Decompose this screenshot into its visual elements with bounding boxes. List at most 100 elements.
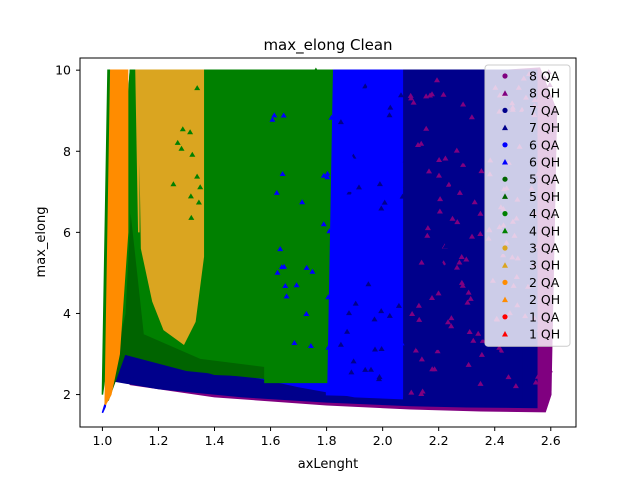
scatter-point <box>434 77 440 83</box>
scatter-point <box>372 346 378 352</box>
scatter-point <box>243 157 250 163</box>
scatter-point <box>495 350 502 356</box>
scatter-point <box>478 168 485 174</box>
legend-label: 2 QA <box>529 275 560 290</box>
scatter-point <box>337 119 344 125</box>
scatter-point <box>524 365 531 371</box>
scatter-point <box>453 310 460 316</box>
scatter-point <box>471 199 478 205</box>
scatter-point <box>398 92 404 98</box>
scatter-point <box>325 294 332 300</box>
scatter-point <box>434 344 441 350</box>
scatter-point <box>439 262 446 268</box>
scatter-point <box>197 184 204 190</box>
scatter-point <box>236 208 243 214</box>
scatter-point <box>475 330 482 336</box>
scatter-point <box>475 139 482 145</box>
y-tick-label: 6 <box>63 225 71 240</box>
scatter-point <box>274 269 281 275</box>
scatter-point <box>408 389 415 395</box>
scatter-point <box>378 205 385 211</box>
scatter-point <box>187 193 194 199</box>
scatter-point <box>384 186 391 192</box>
scatter-point <box>236 195 243 201</box>
scatter-point <box>418 259 425 265</box>
y-axis-title: max_elong <box>34 207 49 278</box>
scatter-point <box>293 282 300 288</box>
scatter-point <box>473 99 480 105</box>
scatter-point <box>434 348 441 354</box>
scatter-point <box>404 104 411 110</box>
scatter-point <box>253 89 260 95</box>
scatter-point <box>457 78 464 84</box>
scatter-point <box>273 189 280 195</box>
scatter-point <box>349 136 356 142</box>
scatter-point <box>459 282 466 288</box>
legend-label: 5 QH <box>529 189 560 204</box>
scatter-point <box>381 199 388 205</box>
scatter-point <box>238 139 245 145</box>
scatter-point <box>542 383 548 389</box>
scatter-point <box>456 259 463 265</box>
x-tick-label: 2.2 <box>429 433 449 448</box>
scatter-point <box>449 332 456 338</box>
scatter-point <box>362 195 369 201</box>
scatter-point <box>367 263 374 269</box>
x-tick-label: 1.6 <box>261 433 281 448</box>
scatter-point <box>352 300 359 306</box>
chart-title: max_elong Clean <box>263 36 392 55</box>
legend-marker-circle <box>502 314 508 320</box>
scatter-point <box>381 165 388 171</box>
scatter-point <box>368 366 374 372</box>
scatter-point <box>333 196 340 202</box>
scatter-point <box>269 116 276 122</box>
scatter-point <box>419 388 426 394</box>
x-tick-label: 1.8 <box>317 433 337 448</box>
legend-label: 1 QA <box>529 309 560 324</box>
scatter-point <box>247 227 254 233</box>
scatter-point <box>291 340 298 345</box>
scatter-point <box>356 184 362 190</box>
scatter-point <box>362 366 369 372</box>
scatter-point <box>429 295 435 300</box>
scatter-point <box>299 199 306 205</box>
x-tick-label: 1.0 <box>92 433 112 448</box>
scatter-point <box>178 145 185 151</box>
scatter-point <box>288 119 295 125</box>
scatter-point <box>325 344 332 350</box>
scatter-point <box>170 181 177 187</box>
scatter-point <box>207 189 214 195</box>
scatter-point <box>298 174 305 180</box>
scatter-point <box>386 112 393 118</box>
scatter-point <box>442 243 449 249</box>
legend-label: 8 QH <box>529 86 560 101</box>
scatter-point <box>509 346 516 352</box>
legend: 8 QA 8 QH 7 QA 7 QH 6 QA 6 QH 5 QA 5 QH 4 QA 4 QH… <box>484 64 571 347</box>
legend-marker-triangle <box>502 331 508 337</box>
scatter-point <box>360 72 367 78</box>
scatter-point <box>535 373 541 379</box>
scatter-point <box>285 215 291 221</box>
scatter-point <box>378 158 385 164</box>
scatter-point <box>291 227 298 233</box>
scatter-point <box>364 204 371 210</box>
scatter-point <box>342 174 349 180</box>
scatter-point <box>378 308 385 314</box>
scatter-point <box>431 264 437 270</box>
scatter-point <box>282 283 289 288</box>
scatter-point <box>271 212 278 218</box>
scatter-point <box>454 264 460 270</box>
series-region-2-qh <box>107 69 120 395</box>
scatter-point <box>448 315 455 321</box>
scatter-point <box>444 261 451 267</box>
y-tick-label: 4 <box>63 306 71 321</box>
scatter-point <box>311 113 318 119</box>
scatter-point <box>283 77 290 83</box>
scatter-point <box>288 108 295 113</box>
scatter-point <box>378 346 385 351</box>
legend-label: 6 QA <box>529 137 560 152</box>
scatter-point <box>312 67 319 73</box>
scatter-point <box>174 139 181 145</box>
scatter-point <box>472 246 479 252</box>
